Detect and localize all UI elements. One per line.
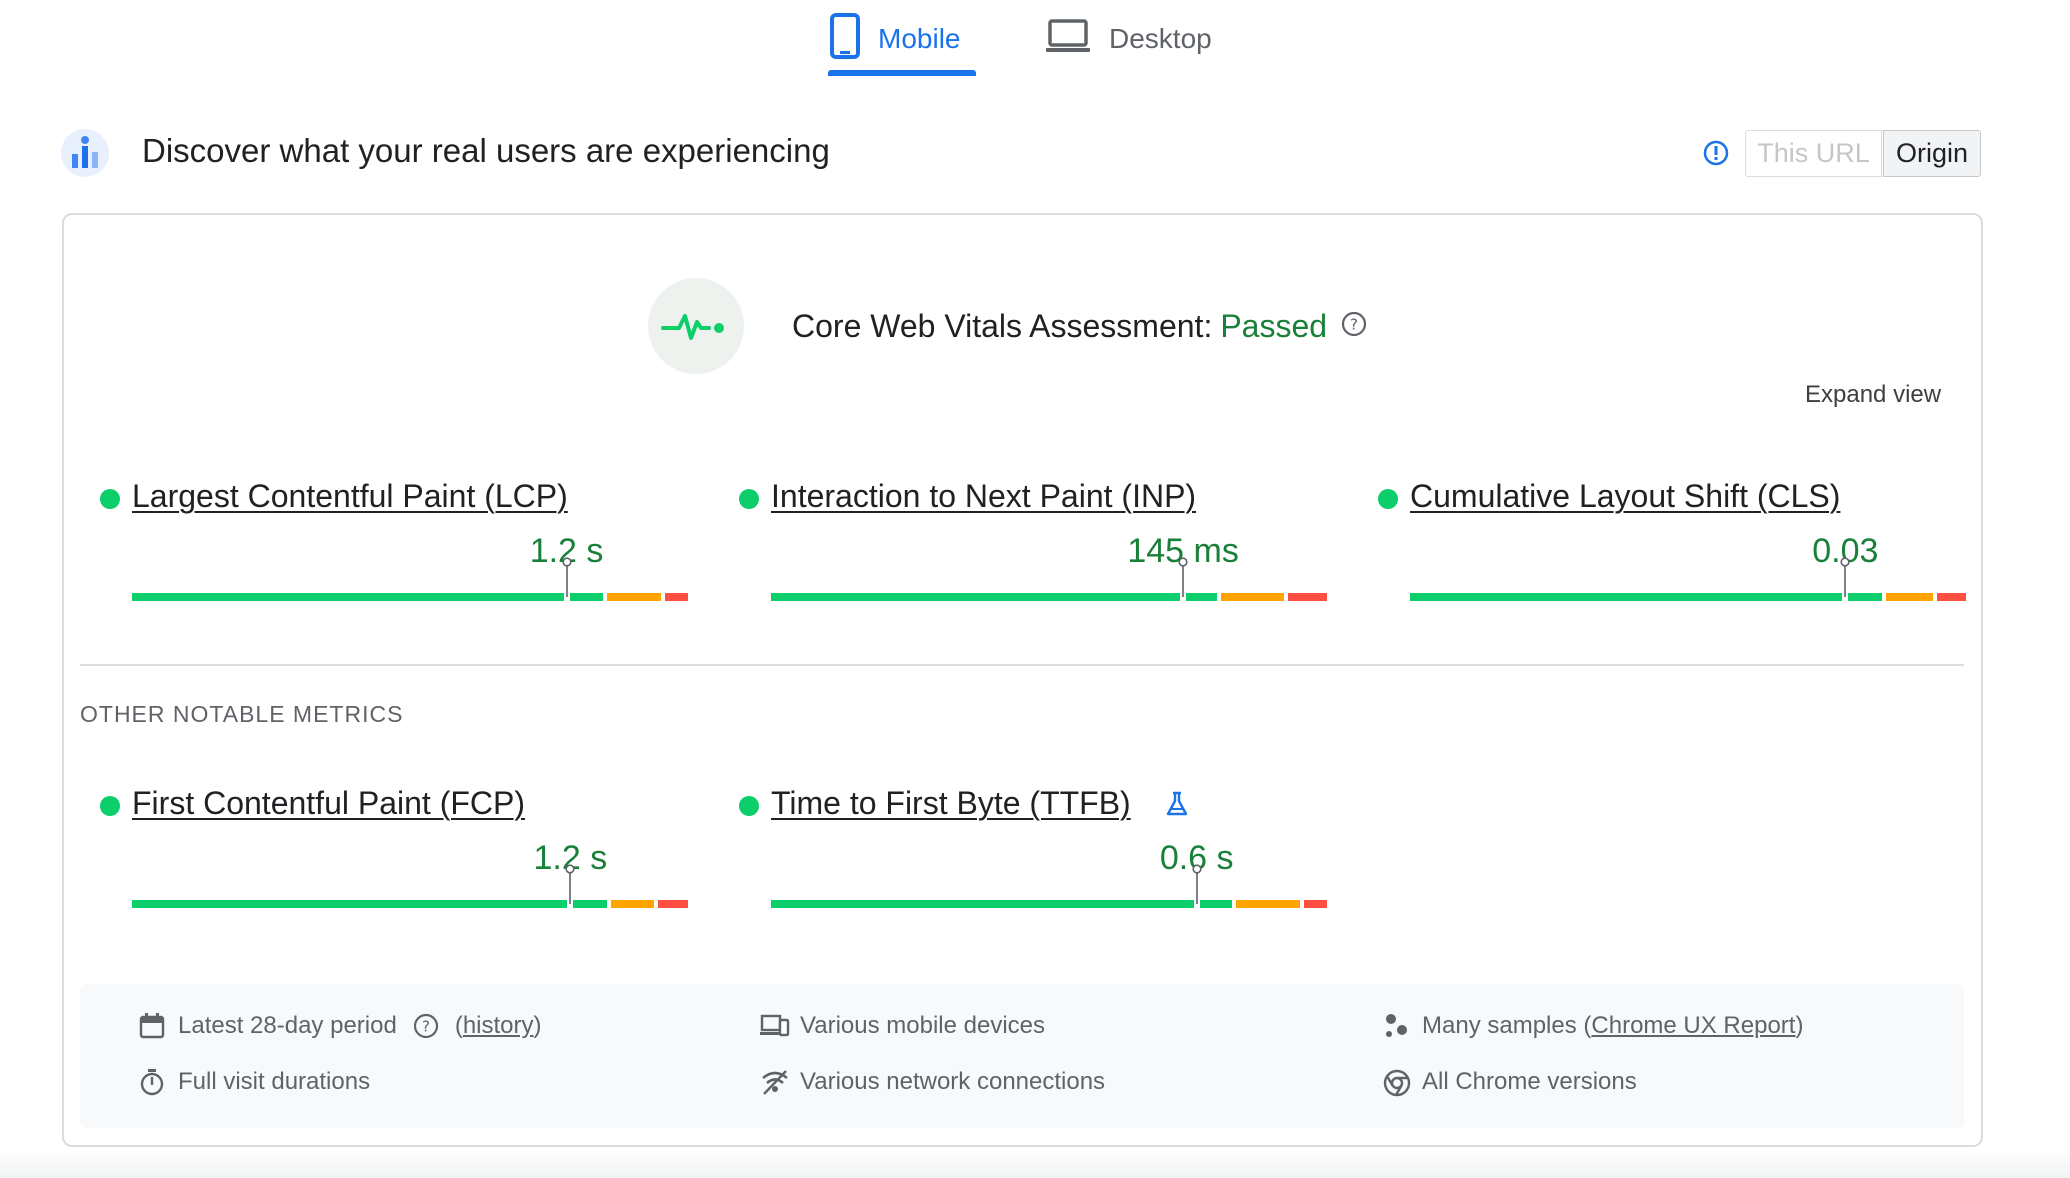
bar-segment-needs-improvement [1221,593,1285,601]
cwv-assessment-status: Passed [1220,308,1328,344]
active-tab-indicator [828,70,976,76]
distribution-bar [771,864,1327,908]
tab-desktop[interactable]: Desktop [1045,0,1212,78]
svg-text:?: ? [1350,316,1358,334]
p75-marker [1840,557,1850,601]
help-icon[interactable]: ? [1341,308,1367,345]
metric-name-inp[interactable]: Interaction to Next Paint (INP) [771,478,1197,514]
history-link[interactable]: history [462,1012,534,1039]
distribution-bar [132,557,688,601]
status-good-dot [739,796,759,816]
page-bottom-edge [0,1150,2070,1178]
network-info: Various network connections [760,1068,1105,1096]
stopwatch-icon [138,1068,166,1096]
tab-mobile-label: Mobile [878,23,961,54]
cwv-assessment-heading: Core Web Vitals Assessment: Passed ? [792,308,1367,345]
calendar-icon [138,1012,166,1040]
origin-toggle[interactable]: Origin [1883,130,1981,177]
bar-segment-good [771,900,1233,908]
p75-marker [1192,864,1202,908]
laptop-icon [1045,18,1091,61]
metric-inp: Interaction to Next Paint (INP) 145 ms [739,478,1327,618]
history-paren: (history) [454,1012,542,1039]
info-icon[interactable] [1703,140,1729,166]
devices-icon [760,1012,790,1040]
help-icon[interactable]: ? [413,1013,439,1039]
durations-info: Full visit durations [138,1068,370,1096]
this-url-toggle[interactable]: This URL [1745,130,1882,177]
section-divider [80,664,1964,666]
field-data-card [62,213,1983,1147]
period-info: Latest 28-day period ? (history) [138,1012,542,1040]
chrome-ux-report-link[interactable]: Chrome UX Report [1591,1012,1796,1039]
pulse-icon [648,278,744,374]
expand-view-link[interactable]: Expand view [1805,381,1942,408]
status-good-dot [1378,489,1398,509]
p75-marker [1178,557,1188,601]
samples-info: Many samples (Chrome UX Report) [1382,1012,1803,1040]
bar-segment-good [1410,593,1882,601]
devices-text: Various mobile devices [800,1012,1046,1039]
network-text: Various network connections [800,1068,1106,1095]
tab-desktop-label: Desktop [1109,23,1212,54]
bar-segment-good [132,900,608,908]
network-icon [760,1068,788,1096]
bar-segment-needs-improvement [611,900,655,908]
bar-segment-needs-improvement [606,593,661,601]
device-tabs: Mobile Desktop [0,0,2070,78]
bar-segment-poor [1304,900,1327,908]
crux-logo-icon [60,128,110,178]
svg-text:?: ? [422,1018,430,1036]
distribution-bar [132,864,688,908]
chrome-text: All Chrome versions [1422,1068,1637,1095]
bar-segment-poor [664,593,688,601]
bar-segment-needs-improvement [1885,593,1934,601]
status-good-dot [100,489,120,509]
p75-marker [565,864,575,908]
bar-segment-needs-improvement [1236,900,1301,908]
other-metrics-heading: OTHER NOTABLE METRICS [80,701,404,727]
bar-segment-poor [1937,593,1966,601]
distribution-bar [1410,557,1966,601]
phone-icon [830,12,860,66]
bar-segment-poor [1288,593,1327,601]
period-text: Latest 28-day period [178,1012,397,1039]
distribution-bar [771,557,1327,601]
metric-fcp: First Contentful Paint (FCP) 1.2 s [100,785,688,925]
samples-icon [1382,1012,1410,1040]
status-good-dot [739,489,759,509]
bar-segment-poor [658,900,688,908]
beaker-icon[interactable] [1165,791,1189,822]
metric-name-ttfb[interactable]: Time to First Byte (TTFB) [771,785,1131,821]
p75-marker [561,557,572,601]
cwv-assessment-label: Core Web Vitals Assessment: [792,308,1213,344]
bar-segment-good [132,593,603,601]
page-title: Discover what your real users are experi… [142,132,830,169]
metric-ttfb: Time to First Byte (TTFB) 0.6 s [739,785,1327,925]
chrome-info: All Chrome versions [1382,1068,1637,1097]
tab-mobile[interactable]: Mobile [830,0,960,78]
samples-prefix: Many samples ( [1422,1012,1592,1039]
devices-info: Various mobile devices [760,1012,1045,1040]
samples-suffix: ) [1795,1012,1804,1039]
status-good-dot [100,796,120,816]
data-source-panel [80,984,1964,1128]
metric-lcp: Largest Contentful Paint (LCP) 1.2 s [100,478,688,618]
durations-text: Full visit durations [178,1068,371,1095]
metric-name-cls[interactable]: Cumulative Layout Shift (CLS) [1410,478,1841,514]
chrome-icon [1382,1068,1411,1097]
metric-name-lcp[interactable]: Largest Contentful Paint (LCP) [132,478,568,514]
metric-cls: Cumulative Layout Shift (CLS) 0.03 [1378,478,1966,618]
metric-name-fcp[interactable]: First Contentful Paint (FCP) [132,785,525,821]
bar-segment-good [771,593,1218,601]
